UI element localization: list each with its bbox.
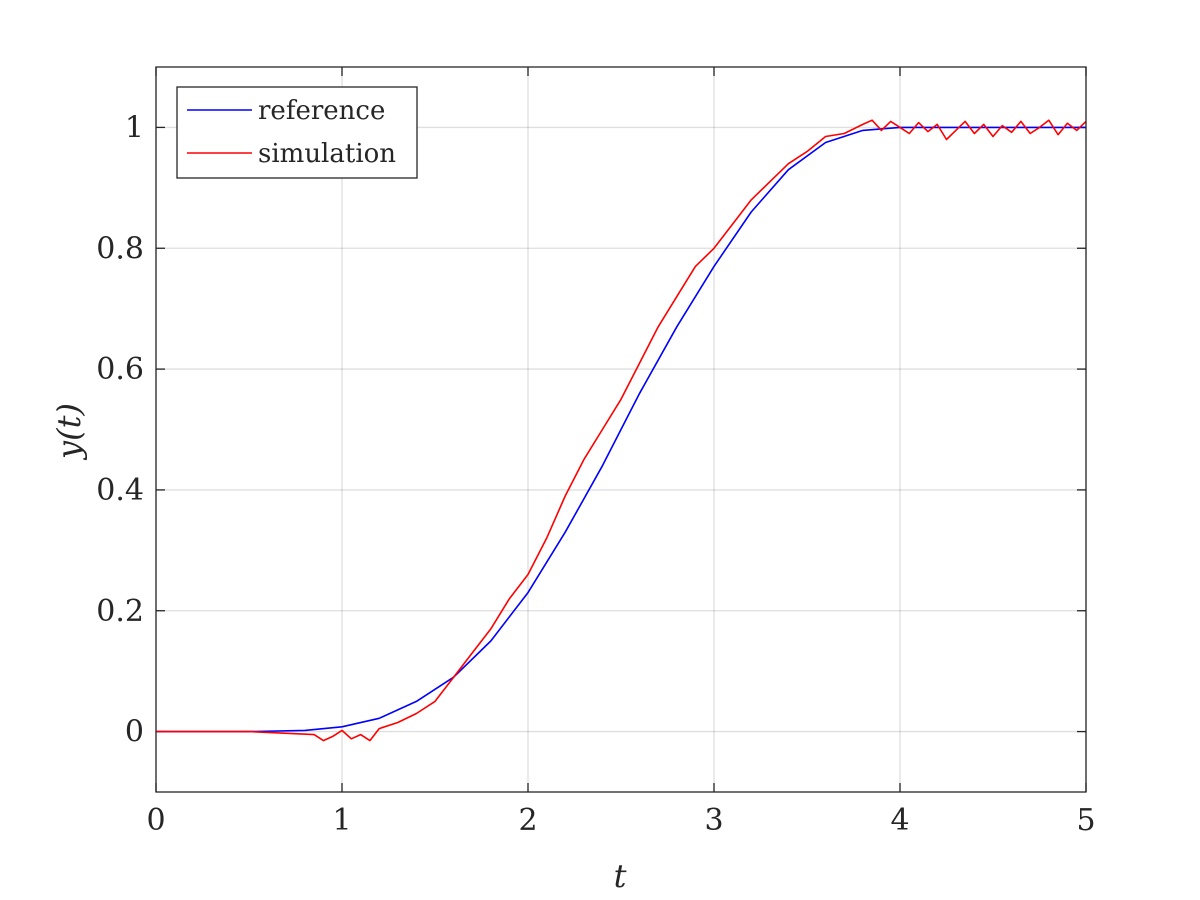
y-tick-label: 0.4	[96, 473, 144, 508]
tick-labels: 0 1 2 3 4 5 0 0.2 0.4 0.6 0.8 1	[96, 110, 1095, 838]
series-line-reference	[156, 126, 1086, 733]
x-tick-label: 1	[332, 803, 351, 838]
y-tick-label: 1	[125, 110, 144, 145]
legend-label-simulation: simulation	[258, 139, 396, 169]
series-line-simulation	[156, 119, 1087, 742]
plot-frame	[155, 66, 1087, 793]
y-tick-label: 0.6	[96, 352, 144, 387]
y-tick-label: 0.2	[96, 594, 144, 629]
x-axis-label: t	[614, 857, 627, 895]
x-tick-label: 5	[1076, 803, 1095, 838]
series-lines	[156, 119, 1087, 742]
y-tick-label: 0.8	[96, 231, 144, 266]
legend-box	[176, 86, 418, 179]
x-tick-label: 0	[146, 803, 165, 838]
legend: reference simulation	[176, 86, 418, 179]
grid-lines	[155, 67, 1087, 792]
y-tick-label: 0	[125, 715, 144, 750]
legend-label-reference: reference	[258, 96, 385, 126]
x-tick-label: 3	[704, 803, 723, 838]
x-tick-label: 4	[890, 803, 909, 838]
y-axis-label: y(t)	[50, 403, 88, 461]
x-tick-label: 2	[518, 803, 537, 838]
